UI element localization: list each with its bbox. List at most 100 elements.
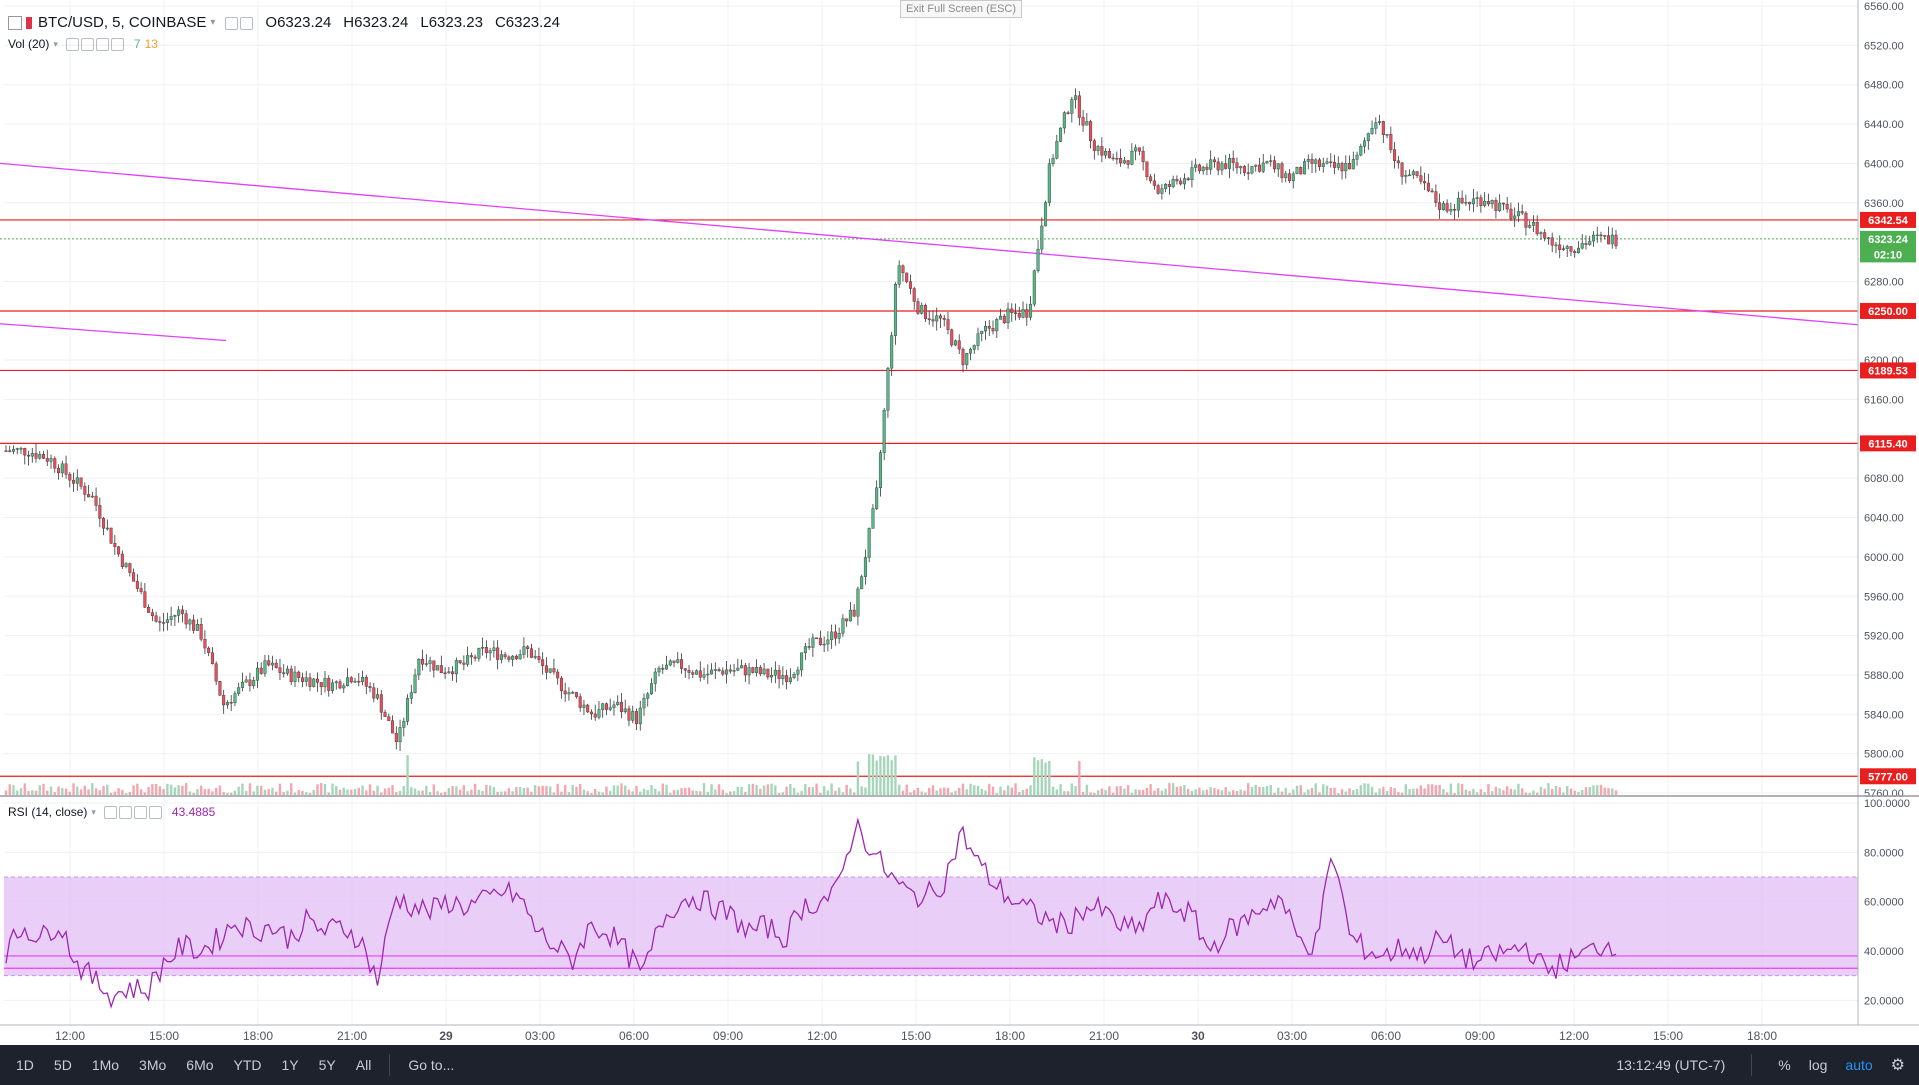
chevron-down-icon[interactable]: ▾ (210, 17, 216, 28)
rsi-label[interactable]: RSI (14, close) (8, 805, 88, 820)
candle-body (1115, 158, 1119, 160)
candle-body (421, 658, 425, 665)
chevron-down-icon[interactable]: ▾ (53, 38, 58, 49)
volume-bar (961, 783, 965, 795)
volume-bar (1138, 789, 1141, 795)
range-button-5d[interactable]: 5D (53, 1057, 72, 1073)
range-button-1mo[interactable]: 1Mo (91, 1057, 120, 1073)
candle-body (507, 656, 511, 660)
volume-bar (252, 791, 255, 795)
candle-body (1468, 201, 1472, 205)
eye-icon[interactable] (65, 38, 79, 52)
candle-body (1314, 159, 1318, 164)
volume-value-2: 13 (144, 37, 158, 52)
volume-bar (19, 788, 23, 795)
volume-label[interactable]: Vol (20) (8, 37, 50, 52)
close-icon[interactable] (110, 38, 124, 52)
clock[interactable]: 13:12:49 (UTC-7) (1616, 1057, 1726, 1073)
volume-bar (669, 792, 672, 795)
range-button-5y[interactable]: 5Y (318, 1057, 336, 1073)
volume-bar (691, 790, 694, 795)
percent-toggle[interactable]: % (1778, 1057, 1791, 1073)
volume-bar (226, 792, 229, 795)
gear-icon[interactable]: ⚙ (1890, 1057, 1905, 1074)
auto-scale-toggle[interactable]: auto (1845, 1057, 1873, 1073)
candle-body (248, 679, 252, 686)
candle-body (665, 664, 669, 670)
volume-bar (1168, 783, 1171, 795)
plus-icon[interactable] (133, 806, 147, 820)
volume-bar (1216, 789, 1220, 795)
candle-body (1141, 151, 1145, 163)
volume-bar (856, 761, 860, 795)
exit-full-screen-button[interactable]: Exit Full Screen (ESC) (900, 0, 1023, 18)
goto-button[interactable]: Go to... (408, 1057, 455, 1073)
candle-body (533, 656, 537, 658)
gear-icon[interactable] (80, 38, 94, 52)
chevron-down-icon[interactable]: ▾ (91, 806, 96, 817)
gear-icon[interactable] (118, 806, 132, 820)
candle-body (1430, 190, 1434, 193)
eye-icon[interactable] (103, 806, 117, 820)
eye-icon[interactable] (225, 16, 239, 30)
candle-body (1104, 151, 1108, 156)
settings-mini-buttons[interactable] (225, 14, 255, 31)
candle-body (1291, 173, 1295, 181)
range-button-1y[interactable]: 1Y (281, 1057, 299, 1073)
volume-bar (218, 785, 222, 795)
candle-body (586, 704, 590, 713)
candle-body (293, 671, 297, 682)
volume-bar (1382, 786, 1385, 795)
candle-body (210, 652, 214, 664)
candle-body (1565, 246, 1569, 249)
rsi-mini-buttons[interactable] (103, 805, 164, 820)
candle-body (1111, 157, 1115, 160)
range-button-3mo[interactable]: 3Mo (139, 1057, 167, 1073)
volume-mini-buttons[interactable] (65, 37, 126, 52)
range-button-1d[interactable]: 1D (16, 1057, 34, 1073)
volume-bar (1472, 788, 1475, 795)
volume-bar (1277, 787, 1280, 795)
candle-body (755, 667, 759, 673)
collapse-icon[interactable] (8, 15, 22, 30)
candle-body (109, 527, 113, 544)
candle-body (372, 687, 376, 699)
volume-bar (1130, 792, 1134, 795)
candle-body (1040, 225, 1044, 250)
time-tick-label: 18:00 (1747, 1029, 1777, 1043)
chart-canvas[interactable]: 6560.00 6520.00 6480.00 6440.00 6400.00 6360.… (0, 0, 1919, 1045)
range-button-all[interactable]: All (355, 1057, 372, 1073)
volume-bar (1562, 792, 1565, 795)
candle-body (304, 677, 308, 682)
range-button-6mo[interactable]: 6Mo (186, 1057, 214, 1073)
volume-bar (27, 791, 30, 795)
volume-bar (612, 785, 616, 795)
candle-body (27, 454, 31, 457)
candle-body (961, 348, 965, 365)
volume-bar (1607, 788, 1610, 795)
volume-bar (1078, 761, 1081, 795)
volume-bar (485, 784, 488, 795)
candle-body (634, 711, 638, 725)
range-button-ytd[interactable]: YTD (233, 1057, 262, 1073)
symbol-title[interactable]: BTC/USD, 5, COINBASE (38, 14, 207, 31)
candle-body (1321, 163, 1325, 167)
volume-bar (676, 789, 679, 795)
price-tick-label: 5800.00 (1864, 749, 1904, 761)
gear-icon[interactable] (240, 16, 254, 30)
candle-body (1272, 160, 1276, 170)
close-icon[interactable] (148, 806, 162, 820)
candle-body (169, 616, 173, 620)
volume-bar (518, 786, 522, 795)
volume-bar (654, 788, 657, 795)
volume-bar (822, 786, 826, 795)
candle-body (830, 631, 834, 641)
candle-body (1366, 133, 1370, 142)
candle-body (1490, 200, 1494, 205)
candle-body (282, 672, 286, 674)
log-toggle[interactable]: log (1808, 1057, 1828, 1073)
volume-bar (477, 789, 481, 795)
candle-body (150, 612, 154, 617)
plus-icon[interactable] (95, 38, 109, 52)
candle-body (657, 668, 661, 673)
